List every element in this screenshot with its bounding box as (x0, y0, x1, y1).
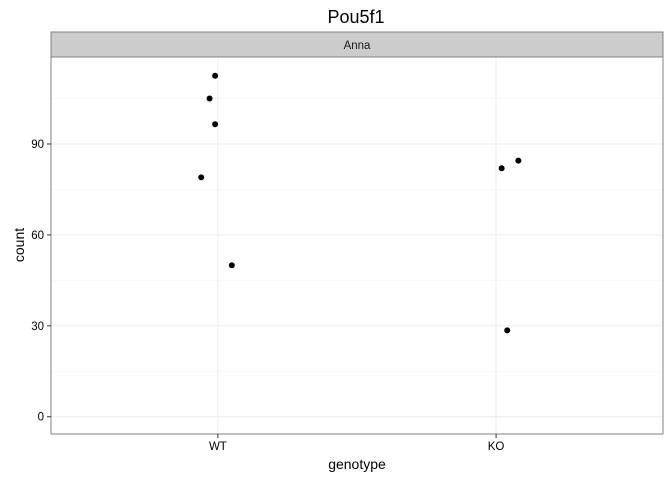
facet-strip-background (50, 31, 664, 58)
y-axis: 0 30 60 90 (31, 139, 51, 424)
plot-panel-border (50, 56, 664, 435)
data-point (212, 121, 219, 128)
facet-strip-label: Anna (344, 40, 371, 52)
x-axis-title: genotype (328, 456, 386, 472)
data-point (515, 157, 522, 164)
data-point (228, 262, 235, 269)
x-tick-label: WT (209, 441, 227, 453)
data-point (198, 174, 205, 181)
y-tick-label: 0 (38, 412, 44, 424)
facet-strip: Anna (50, 31, 664, 58)
major-gridlines (51, 57, 663, 434)
y-tick-label: 60 (31, 230, 44, 242)
data-point (212, 72, 219, 79)
x-tick-label: KO (488, 441, 505, 453)
y-tick-label: 90 (31, 139, 44, 151)
minor-gridlines (51, 98, 663, 372)
y-axis-title: count (11, 228, 27, 262)
data-point (504, 327, 511, 334)
plot-panel (51, 57, 663, 434)
y-tick-label: 30 (31, 321, 44, 333)
data-points (198, 72, 522, 334)
x-axis: WT KO (209, 434, 504, 453)
data-point (498, 165, 505, 172)
data-point (206, 95, 213, 102)
chart-title: Pou5f1 (327, 7, 384, 27)
